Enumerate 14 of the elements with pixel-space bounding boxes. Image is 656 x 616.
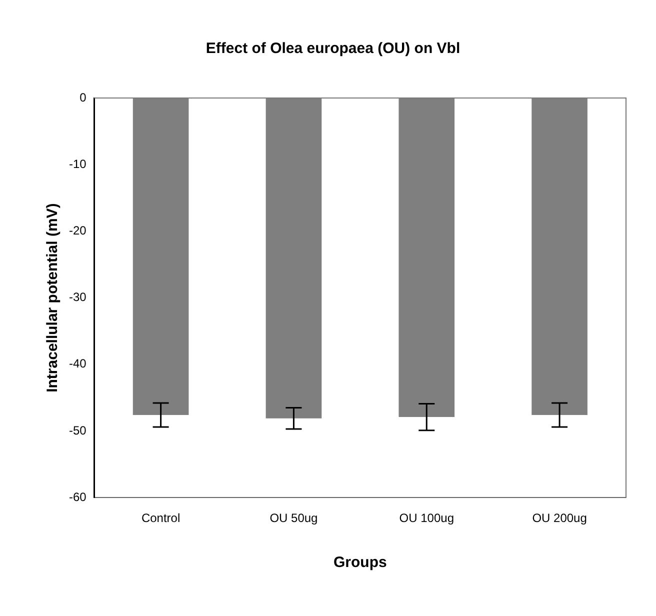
- y-tick-label: -40: [69, 356, 87, 371]
- y-tick-label: -20: [69, 224, 87, 238]
- y-tick-label: -30: [69, 290, 87, 304]
- x-tick-label: OU 100ug: [399, 511, 454, 526]
- y-tick-label: -60: [69, 490, 87, 504]
- x-tick-label: OU 50ug: [270, 511, 318, 526]
- x-axis-title: Groups: [334, 554, 387, 572]
- x-tick-label: OU 200ug: [532, 511, 587, 526]
- y-tick-label: -50: [69, 423, 87, 438]
- y-tick-label: 0: [80, 90, 87, 104]
- y-tick-label: -10: [69, 156, 87, 171]
- x-tick-label: Control: [141, 511, 180, 526]
- chart-title: Effect of Olea europaea (OU) on Vbl: [206, 40, 460, 58]
- y-axis-title: Intracellular potential (mV): [44, 203, 62, 392]
